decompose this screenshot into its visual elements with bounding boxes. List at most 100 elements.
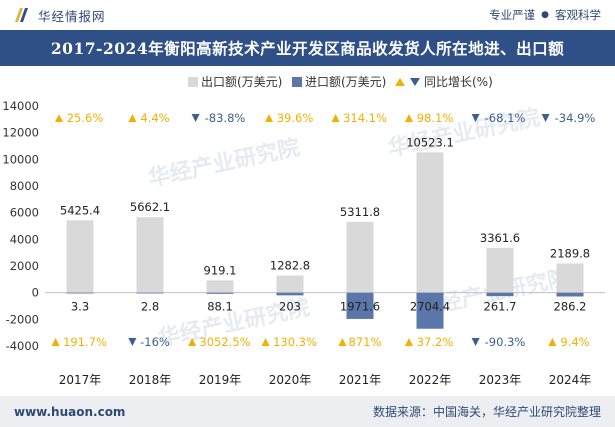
import-bar [556,292,584,297]
export-value-label: 10523.1 [406,135,454,149]
growth-up-triangle-icon [128,114,137,122]
growth-labels: 25.6% 191.7% 4.4% -16% -83.8% 3052.5% 39.6% 130… [51,111,596,349]
top-bar: 华经情报网 专业严谨 ● 客观科学 [0,0,615,30]
export-bar [136,217,164,293]
import-bar [346,292,374,319]
y-tick-label: 4000 [10,232,39,246]
tag-objective: 客观科学 [555,8,601,22]
x-tick-label: 2018年 [129,373,172,387]
growth-label: -34.9% [555,111,596,125]
legend-export-label: 出口额(万美元) [201,75,282,89]
growth-label: 130.3% [273,335,317,349]
growth-label: -68.1% [485,111,526,125]
growth-up-triangle-icon [265,114,273,122]
x-tick-label: 2021年 [339,373,382,387]
brand[interactable]: 华经情报网 [0,5,106,25]
export-bar [206,280,234,293]
export-bar [556,263,584,293]
legend-up-triangle-icon [395,78,405,86]
y-tick-label: 12000 [2,126,39,140]
y-tick-label: -4000 [6,339,39,353]
growth-label: 39.6% [277,111,314,125]
import-bar [206,292,234,294]
growth-up-triangle-icon [188,338,197,346]
footer-source: 数据来源：中国海关，华经产业研究院整理 [372,405,601,419]
export-value-label: 2189.8 [550,246,590,260]
data-labels: 5425.4 3.3 5662.1 2.8 919.1 88.1 1282.8 203 5311… [60,135,590,313]
export-bar [66,220,94,293]
growth-up-triangle-icon [405,114,413,122]
y-tick-label: 10000 [2,152,39,166]
x-tick-label: 2020年 [269,373,312,387]
growth-down-triangle-icon [471,338,480,346]
y-tick-label: 2000 [10,259,39,273]
legend-import-label: 进口额(万美元) [305,75,386,89]
export-bar [486,247,514,293]
title-bar: 2017-2024年衡阳高新技术产业开发区商品收发货人所在地进、出口额 [0,30,615,66]
growth-up-triangle-icon [331,114,340,122]
export-bar [276,275,304,293]
import-value-label: 2.8 [141,300,159,314]
growth-down-triangle-icon [471,114,480,122]
legend-down-triangle-icon [410,78,420,86]
growth-down-triangle-icon [191,114,200,122]
export-value-label: 919.1 [204,263,237,277]
import-value-label: 3.3 [71,300,89,314]
export-value-label: 5311.8 [340,205,380,219]
import-bar [486,292,514,297]
export-value-label: 5662.1 [130,200,170,214]
legend: 出口额(万美元) 进口额(万美元) 同比增长(%) [188,75,493,89]
growth-label: -16% [140,335,170,349]
growth-label: -90.3% [485,335,526,349]
growth-label: 4.4% [140,111,169,125]
import-bar [416,292,444,329]
growth-label: 3052.5% [199,335,250,349]
growth-label: 98.1% [417,111,454,125]
chart-title: 2017-2024年衡阳高新技术产业开发区商品收发货人所在地进、出口额 [50,39,565,58]
import-value-label: 88.1 [207,300,233,314]
x-tick-label: 2017年 [59,373,102,387]
growth-label: 314.1% [343,111,387,125]
legend-import-swatch [292,77,302,87]
legend-yoy-label: 同比增长(%) [424,75,493,89]
growth-up-triangle-icon [55,114,63,122]
y-tick-label: 0 [32,286,39,300]
legend-export-swatch [188,77,198,87]
export-bar [416,152,444,293]
footer: www.huaon.com 数据来源：中国海关，华经产业研究院整理 [0,396,615,427]
export-bar [346,221,374,293]
y-tick-label: 6000 [10,206,39,220]
x-tick-label: 2023年 [479,373,522,387]
growth-label: 9.4% [560,335,589,349]
import-value-label: 203 [279,300,301,314]
y-tick-label: 14000 [2,99,39,113]
import-value-label: 2704.4 [410,300,450,314]
growth-label: 37.2% [417,335,454,349]
header-tags: 专业严谨 ● 客观科学 [489,7,615,23]
export-value-label: 1282.8 [270,259,310,273]
bars [66,152,584,329]
growth-down-triangle-icon [541,114,550,122]
huajing-logo-icon [15,8,28,22]
growth-up-triangle-icon [51,338,60,346]
brand-name: 华经情报网 [38,8,106,24]
growth-up-triangle-icon [548,338,557,346]
import-bar [136,292,164,294]
y-tick-label: 8000 [10,179,39,193]
x-tick-label: 2022年 [409,373,452,387]
footer-url[interactable]: www.huaon.com [14,404,126,419]
import-value-label: 1971.6 [340,300,380,314]
growth-up-triangle-icon [405,338,413,346]
import-bar [66,292,94,294]
growth-down-triangle-icon [128,338,137,346]
growth-label: 25.6% [67,111,104,125]
y-axis: -4000 -2000 0 2000 4000 6000 8000 10000 12000 140… [2,99,605,353]
x-tick-label: 2024年 [549,373,592,387]
import-bar [276,292,304,296]
import-value-label: 286.2 [554,300,587,314]
y-tick-label: -2000 [6,312,39,326]
growth-label: 191.7% [63,335,107,349]
x-tick-label: 2019年 [199,373,242,387]
separator-dot-icon: ● [541,10,549,20]
x-axis: 2017年 2018年 2019年 2020年 2021年 2022年 2023年 2024年 [59,373,592,387]
